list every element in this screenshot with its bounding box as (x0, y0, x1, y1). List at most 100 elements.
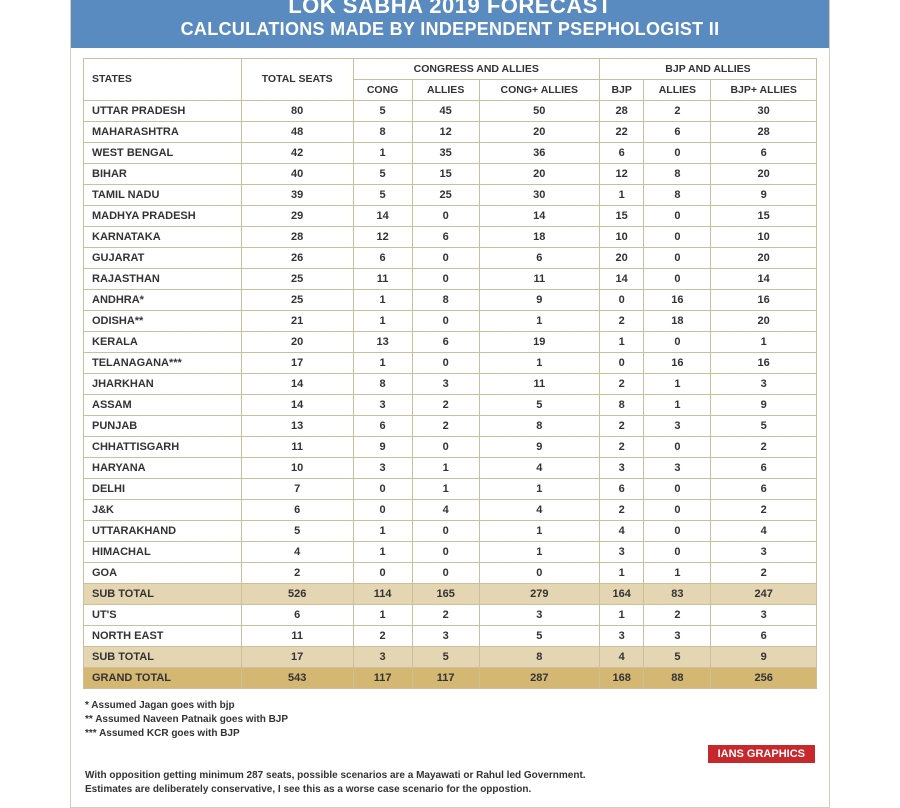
cell-state: GOA (84, 562, 242, 583)
cell-cong: 8 (353, 121, 412, 142)
cell-cp: 1 (479, 520, 599, 541)
cell-bjp: 3 (599, 541, 643, 562)
cell-state: GUJARAT (84, 247, 242, 268)
cell-cong: 5 (353, 100, 412, 121)
cell-ba: 1 (644, 373, 711, 394)
cell-ba: 16 (644, 289, 711, 310)
cell-ca: 0 (412, 352, 479, 373)
cell-state: WEST BENGAL (84, 142, 242, 163)
cell-state: KARNATAKA (84, 226, 242, 247)
cell-cong: 11 (353, 268, 412, 289)
cell-ba: 8 (644, 184, 711, 205)
cell-state: UT'S (84, 604, 242, 625)
cell-ba: 3 (644, 625, 711, 646)
cell-ca: 165 (412, 583, 479, 604)
cell-state: SUB TOTAL (84, 646, 242, 667)
header-title: LOK SABHA 2019 FORECAST (71, 0, 829, 19)
table-row: TELANAGANA***1710101616 (84, 352, 817, 373)
cell-bjp: 4 (599, 520, 643, 541)
table-row: GUJARAT2660620020 (84, 247, 817, 268)
cell-bp: 6 (711, 457, 817, 478)
table-row: SUB TOTAL17358459 (84, 646, 817, 667)
table-row: KERALA2013619101 (84, 331, 817, 352)
cell-ba: 0 (644, 205, 711, 226)
cell-ba: 0 (644, 142, 711, 163)
cell-state: UTTAR PRADESH (84, 100, 242, 121)
cell-cp: 20 (479, 121, 599, 142)
cell-ba: 0 (644, 499, 711, 520)
cell-ca: 2 (412, 415, 479, 436)
cell-ca: 1 (412, 457, 479, 478)
table-row: ASSAM14325819 (84, 394, 817, 415)
cell-total: 21 (241, 310, 353, 331)
cell-total: 13 (241, 415, 353, 436)
cell-cp: 8 (479, 415, 599, 436)
cell-ba: 88 (644, 667, 711, 688)
table-container: STATES TOTAL SEATS CONGRESS AND ALLIES B… (71, 48, 829, 693)
cell-total: 10 (241, 457, 353, 478)
cell-cp: 30 (479, 184, 599, 205)
cell-ca: 15 (412, 163, 479, 184)
cell-ca: 117 (412, 667, 479, 688)
cell-bp: 256 (711, 667, 817, 688)
cell-bjp: 22 (599, 121, 643, 142)
cell-cong: 1 (353, 520, 412, 541)
cell-cong: 1 (353, 142, 412, 163)
cell-cong: 0 (353, 478, 412, 499)
source-badge: IANS GRAPHICS (708, 745, 815, 763)
cell-total: 48 (241, 121, 353, 142)
cell-bp: 6 (711, 142, 817, 163)
cell-bp: 2 (711, 436, 817, 457)
cell-ca: 3 (412, 373, 479, 394)
cell-cp: 0 (479, 562, 599, 583)
cell-ba: 0 (644, 541, 711, 562)
cell-total: 20 (241, 331, 353, 352)
cell-ba: 0 (644, 478, 711, 499)
cell-cong: 5 (353, 184, 412, 205)
cell-ca: 4 (412, 499, 479, 520)
table-body: UTTAR PRADESH805455028230MAHARASHTRA4881… (84, 100, 817, 688)
cell-state: TAMIL NADU (84, 184, 242, 205)
table-row: NORTH EAST11235336 (84, 625, 817, 646)
cell-bjp: 15 (599, 205, 643, 226)
footnote-3: *** Assumed KCR goes with BJP (85, 727, 815, 741)
cell-cong: 3 (353, 646, 412, 667)
col-cong-allies: ALLIES (412, 79, 479, 100)
cell-ba: 0 (644, 520, 711, 541)
cell-bjp: 8 (599, 394, 643, 415)
cell-total: 28 (241, 226, 353, 247)
cell-bp: 2 (711, 562, 817, 583)
cell-bp: 6 (711, 478, 817, 499)
cell-bjp: 28 (599, 100, 643, 121)
cell-bjp: 3 (599, 625, 643, 646)
col-bjp-group: BJP AND ALLIES (599, 58, 816, 79)
cell-bjp: 2 (599, 310, 643, 331)
cell-ca: 8 (412, 289, 479, 310)
cell-state: DELHI (84, 478, 242, 499)
cell-total: 17 (241, 646, 353, 667)
cell-ca: 1 (412, 478, 479, 499)
table-row: J&K6044202 (84, 499, 817, 520)
cell-ba: 2 (644, 100, 711, 121)
cell-bp: 5 (711, 415, 817, 436)
cell-ba: 83 (644, 583, 711, 604)
cell-bjp: 1 (599, 331, 643, 352)
cell-state: MAHARASHTRA (84, 121, 242, 142)
cell-cp: 287 (479, 667, 599, 688)
cell-total: 14 (241, 373, 353, 394)
table-row: PUNJAB13628235 (84, 415, 817, 436)
cell-cp: 1 (479, 352, 599, 373)
cell-total: 2 (241, 562, 353, 583)
table-row: BIHAR405152012820 (84, 163, 817, 184)
cell-state: ASSAM (84, 394, 242, 415)
cell-ba: 5 (644, 646, 711, 667)
table-row: GRAND TOTAL54311711728716888256 (84, 667, 817, 688)
cell-cong: 117 (353, 667, 412, 688)
cell-total: 543 (241, 667, 353, 688)
cell-bjp: 0 (599, 289, 643, 310)
cell-ca: 6 (412, 226, 479, 247)
cell-cong: 14 (353, 205, 412, 226)
cell-cp: 3 (479, 604, 599, 625)
cell-total: 526 (241, 583, 353, 604)
cell-ca: 0 (412, 562, 479, 583)
